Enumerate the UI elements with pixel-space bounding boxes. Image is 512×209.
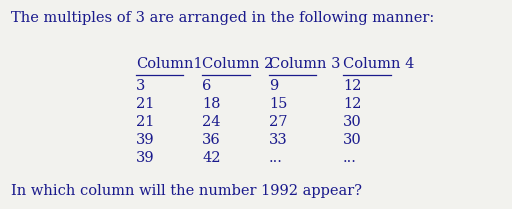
Text: 21: 21 [136, 115, 154, 129]
Text: Column 3: Column 3 [269, 57, 340, 71]
Text: Column 2: Column 2 [202, 57, 273, 71]
Text: 27: 27 [269, 115, 287, 129]
Text: 15: 15 [269, 98, 287, 111]
Text: 12: 12 [343, 79, 361, 93]
Text: The multiples of 3 are arranged in the following manner:: The multiples of 3 are arranged in the f… [11, 11, 435, 25]
Text: 33: 33 [269, 133, 288, 147]
Text: In which column will the number 1992 appear?: In which column will the number 1992 app… [11, 184, 362, 198]
Text: 9: 9 [269, 79, 278, 93]
Text: Column1: Column1 [136, 57, 202, 71]
Text: Column 4: Column 4 [343, 57, 414, 71]
Text: 21: 21 [136, 98, 154, 111]
Text: 30: 30 [343, 133, 362, 147]
Text: ...: ... [269, 151, 283, 165]
Text: 12: 12 [343, 98, 361, 111]
Text: 30: 30 [343, 115, 362, 129]
Text: 6: 6 [202, 79, 211, 93]
Text: ...: ... [343, 151, 357, 165]
Text: 39: 39 [136, 151, 154, 165]
Text: 3: 3 [136, 79, 145, 93]
Text: 18: 18 [202, 98, 221, 111]
Text: 36: 36 [202, 133, 221, 147]
Text: 39: 39 [136, 133, 154, 147]
Text: 24: 24 [202, 115, 221, 129]
Text: 42: 42 [202, 151, 221, 165]
